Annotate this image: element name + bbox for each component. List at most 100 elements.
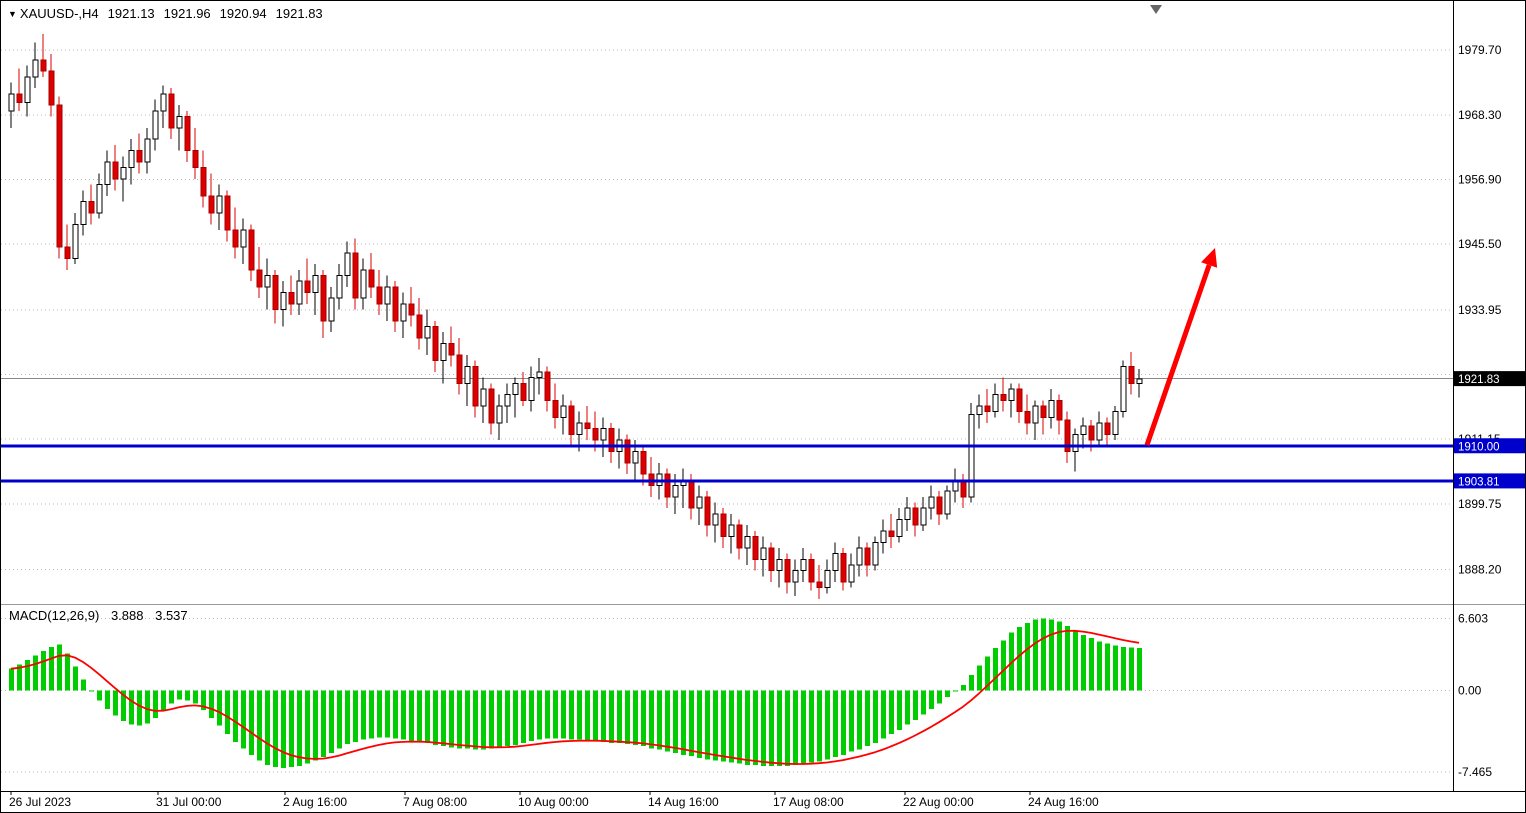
candle-body bbox=[608, 428, 615, 452]
macd-histogram-bar bbox=[705, 690, 710, 760]
candle-body bbox=[296, 280, 303, 305]
candle-body bbox=[808, 558, 815, 583]
candle-body bbox=[1096, 422, 1103, 441]
candle-body bbox=[488, 388, 495, 424]
macd-histogram-bar bbox=[281, 690, 286, 769]
candle-body bbox=[1000, 394, 1007, 401]
candle-body bbox=[904, 507, 911, 521]
candle-body bbox=[392, 286, 399, 322]
macd-histogram-bar bbox=[753, 690, 758, 765]
candle-body bbox=[848, 564, 855, 583]
candle-body bbox=[232, 229, 239, 248]
macd-histogram-bar bbox=[1041, 618, 1046, 691]
candle-body bbox=[920, 507, 927, 526]
macd-histogram-bar bbox=[1049, 619, 1054, 691]
macd-histogram-bar bbox=[337, 690, 342, 749]
candle-body bbox=[152, 110, 159, 140]
macd-histogram-bar bbox=[825, 690, 830, 760]
macd-histogram-bar bbox=[225, 690, 230, 735]
macd-histogram-bar bbox=[769, 690, 774, 766]
symbol-collapse-icon[interactable]: ▼ bbox=[8, 8, 17, 19]
macd-histogram-bar bbox=[65, 653, 70, 691]
macd-histogram-bar bbox=[89, 690, 94, 692]
candle-body bbox=[768, 547, 775, 572]
macd-histogram-bar bbox=[329, 690, 334, 753]
macd-histogram-bar bbox=[689, 690, 694, 757]
trend-arrow-head[interactable] bbox=[1201, 248, 1218, 268]
candle-body bbox=[536, 371, 543, 379]
candle-body bbox=[376, 286, 383, 305]
macd-histogram-bar bbox=[145, 690, 150, 724]
macd-histogram-bar bbox=[457, 690, 462, 749]
symbol-timeframe-label: XAUUSD-,H4 bbox=[19, 6, 99, 21]
time-axis-label[interactable]: 26 Jul 2023 bbox=[9, 795, 71, 809]
macd-histogram-bar bbox=[545, 690, 550, 739]
candle-body bbox=[504, 394, 511, 407]
candle-body bbox=[384, 286, 391, 305]
candle-body bbox=[872, 541, 879, 566]
macd-histogram-bar bbox=[105, 690, 110, 710]
macd-histogram-bar bbox=[169, 690, 174, 704]
candle-body bbox=[344, 252, 351, 276]
macd-histogram-bar bbox=[1001, 640, 1006, 691]
macd-histogram-bar bbox=[1137, 648, 1142, 691]
time-axis-label[interactable]: 17 Aug 08:00 bbox=[773, 795, 844, 809]
candle-body bbox=[832, 553, 839, 572]
macd-histogram-bar bbox=[297, 690, 302, 766]
candle-body bbox=[104, 161, 111, 186]
candle-body bbox=[1016, 388, 1023, 413]
macd-histogram-bar bbox=[81, 679, 86, 691]
macd-histogram-bar bbox=[1129, 647, 1134, 691]
macd-histogram-bar bbox=[569, 690, 574, 740]
candle-body bbox=[1128, 365, 1135, 384]
macd-histogram-bar bbox=[897, 690, 902, 730]
candle-body bbox=[440, 343, 447, 362]
macd-histogram-bar bbox=[609, 690, 614, 743]
macd-signal-line bbox=[10, 629, 1140, 765]
trend-arrow[interactable] bbox=[1144, 264, 1212, 446]
time-axis-label[interactable]: 14 Aug 16:00 bbox=[648, 795, 719, 809]
time-axis-label[interactable]: 7 Aug 08:00 bbox=[403, 795, 467, 809]
candle-body bbox=[944, 490, 951, 515]
time-axis-label[interactable]: 24 Aug 16:00 bbox=[1028, 795, 1099, 809]
macd-histogram-bar bbox=[505, 690, 510, 747]
price-axis-label: 1899.75 bbox=[1458, 497, 1502, 511]
candle-body bbox=[8, 93, 15, 112]
candle-body bbox=[280, 291, 287, 311]
macd-histogram-bar bbox=[49, 646, 54, 691]
support-line-price-label bbox=[1454, 473, 1525, 489]
macd-histogram-bar bbox=[425, 690, 430, 743]
candle-body bbox=[200, 167, 207, 197]
macd-histogram-bar bbox=[617, 690, 622, 743]
time-axis-label[interactable]: 31 Jul 00:00 bbox=[156, 795, 222, 809]
macd-histogram-bar bbox=[721, 690, 726, 762]
candle-body bbox=[176, 116, 183, 129]
macd-axis-label: -7.465 bbox=[1458, 765, 1492, 779]
macd-histogram-bar bbox=[217, 690, 222, 726]
macd-histogram-bar bbox=[665, 690, 670, 752]
macd-histogram-bar bbox=[385, 690, 390, 738]
time-axis-label[interactable]: 10 Aug 00:00 bbox=[518, 795, 589, 809]
candle-body bbox=[664, 473, 671, 498]
candle-body bbox=[520, 382, 527, 401]
macd-histogram-bar bbox=[761, 690, 766, 766]
macd-histogram-bar bbox=[233, 690, 238, 742]
ohlc-close-value: 1921.83 bbox=[275, 6, 323, 21]
chart-shift-marker-icon[interactable] bbox=[1150, 5, 1162, 14]
macd-histogram-bar bbox=[1121, 646, 1126, 691]
candle-body bbox=[912, 507, 919, 526]
macd-histogram-bar bbox=[937, 690, 942, 704]
candle-body bbox=[472, 365, 479, 407]
macd-histogram-bar bbox=[1065, 626, 1070, 691]
macd-histogram-bar bbox=[1057, 621, 1062, 691]
candle-body bbox=[992, 394, 999, 413]
candle-body bbox=[752, 536, 759, 560]
candle-body bbox=[856, 547, 863, 566]
indicator-label: MACD(12,26,9) 3.888 3.537 bbox=[9, 608, 188, 623]
macd-histogram-bar bbox=[737, 690, 742, 764]
candle-body bbox=[336, 274, 343, 299]
time-axis-label[interactable]: 2 Aug 16:00 bbox=[283, 795, 347, 809]
time-axis-label[interactable]: 22 Aug 00:00 bbox=[903, 795, 974, 809]
candle-body bbox=[240, 229, 247, 248]
